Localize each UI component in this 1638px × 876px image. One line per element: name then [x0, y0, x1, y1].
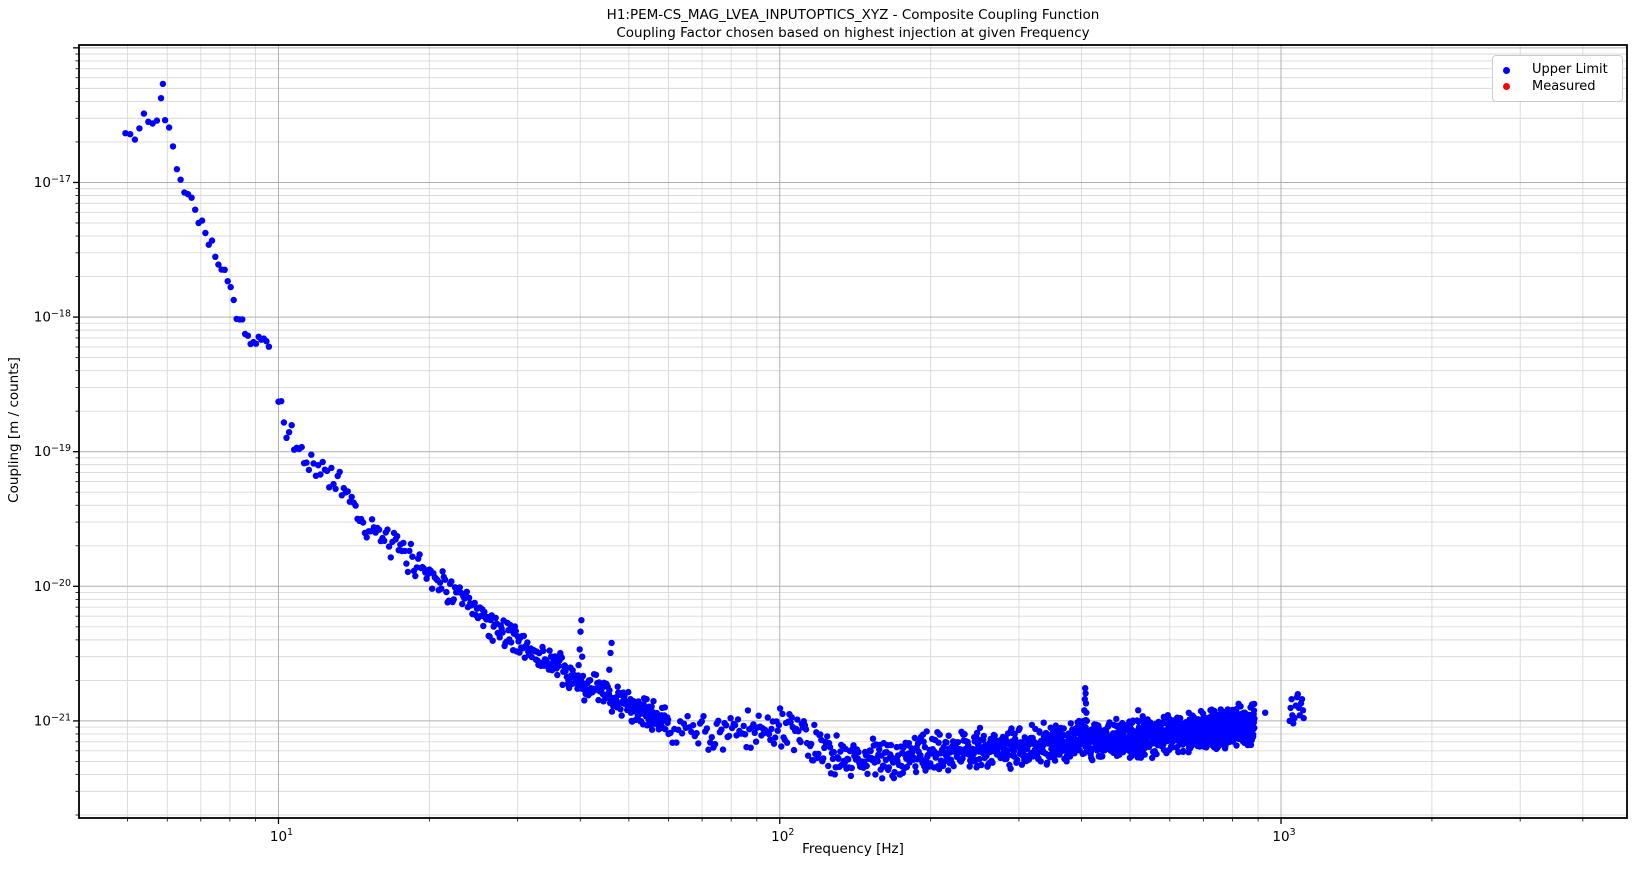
x-tick-label: 103: [1272, 827, 1295, 845]
legend: Upper Limit Measured: [1492, 55, 1623, 102]
chart-title: H1:PEM-CS_MAG_LVEA_INPUTOPTICS_XYZ - Com…: [606, 7, 1100, 23]
legend-label-measured: Measured: [1532, 78, 1596, 94]
y-tick-label: 10−21: [34, 712, 71, 729]
axis-ticks: [73, 47, 1584, 824]
grid-minor: [79, 45, 1627, 818]
plot-spines: [78, 44, 1628, 819]
y-tick-label: 10−19: [34, 443, 71, 460]
y-tick-label: 10−17: [34, 174, 71, 191]
y-axis-label: Coupling [m / counts]: [6, 357, 22, 503]
x-tick-label: 102: [771, 827, 794, 845]
grid-major: [79, 45, 1627, 818]
tick-labels: 101 102 103 10−17 10−18 10−19 10−20 10−21: [34, 174, 1296, 845]
series-upper-limit: [122, 80, 1307, 782]
x-tick-label: 101: [270, 827, 293, 845]
x-axis-label: Frequency [Hz]: [802, 841, 904, 857]
y-tick-label: 10−18: [34, 309, 71, 326]
legend-label-upper-limit: Upper Limit: [1532, 62, 1608, 78]
measured-marker-icon: [1503, 83, 1510, 91]
legend-item-upper-limit: Upper Limit: [1503, 62, 1616, 78]
legend-item-measured: Measured: [1503, 79, 1616, 95]
chart-subtitle: Coupling Factor chosen based on highest …: [616, 25, 1090, 41]
y-tick-label: 10−20: [34, 578, 71, 595]
upper-limit-marker-icon: [1503, 66, 1510, 74]
